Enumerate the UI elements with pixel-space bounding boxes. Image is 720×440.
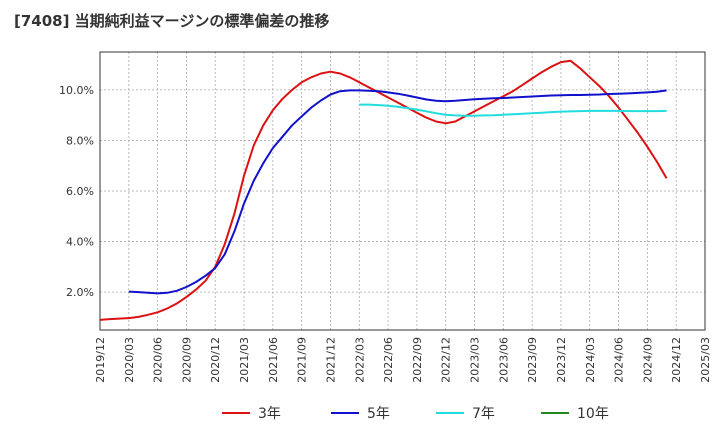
x-tick-label: 2020/12	[209, 337, 222, 383]
x-tick-label: 2022/09	[411, 337, 424, 383]
x-tick-label: 2022/12	[440, 337, 453, 383]
series-line-0	[99, 59, 668, 321]
x-tick-label: 2021/06	[267, 337, 280, 383]
x-tick-label: 2023/12	[555, 337, 568, 383]
y-tick-label: 8.0%	[66, 134, 94, 147]
x-tick-label: 2021/09	[296, 337, 309, 383]
y-tick-label: 4.0%	[66, 236, 94, 249]
legend: 3年 5年 7年 10年	[222, 406, 609, 422]
series-line-2	[359, 103, 667, 117]
legend-label-3: 10年	[577, 406, 609, 422]
x-tick-label: 2020/09	[180, 337, 193, 383]
x-tick-label: 2023/03	[469, 337, 482, 383]
y-tick-label: 6.0%	[66, 185, 94, 198]
legend-label-1: 5年	[367, 406, 390, 422]
x-tick-label: 2024/12	[670, 337, 683, 383]
plot-border	[99, 51, 706, 331]
x-tick-label: 2019/12	[94, 337, 107, 383]
x-tick-label: 2025/03	[699, 337, 712, 383]
x-axis: 2019/12 2020/03 2020/06 2020/09 2020/12 2021/…	[94, 337, 712, 383]
x-tick-label: 2022/06	[382, 337, 395, 383]
x-tick-label: 2024/06	[613, 337, 626, 383]
x-tick-label: 2021/03	[238, 337, 251, 383]
x-tick-label: 2022/03	[353, 337, 366, 383]
legend-label-2: 7年	[472, 406, 495, 422]
y-tick-label: 10.0%	[59, 84, 94, 97]
legend-label-0: 3年	[258, 406, 281, 422]
x-tick-label: 2023/06	[497, 337, 510, 383]
series-group	[99, 59, 668, 321]
x-tick-label: 2021/12	[324, 337, 337, 383]
x-tick-label: 2023/09	[526, 337, 539, 383]
chart-title: [7408] 当期純利益マージンの標準偏差の推移	[14, 12, 330, 30]
y-tick-label: 2.0%	[66, 286, 94, 299]
x-tick-label: 2024/03	[584, 337, 597, 383]
y-axis: 2.0% 4.0% 6.0% 8.0% 10.0%	[59, 84, 94, 299]
x-tick-label: 2020/06	[152, 337, 165, 383]
x-tick-label: 2020/03	[123, 337, 136, 383]
series-line-1	[128, 89, 667, 295]
x-tick-label: 2024/09	[641, 337, 654, 383]
